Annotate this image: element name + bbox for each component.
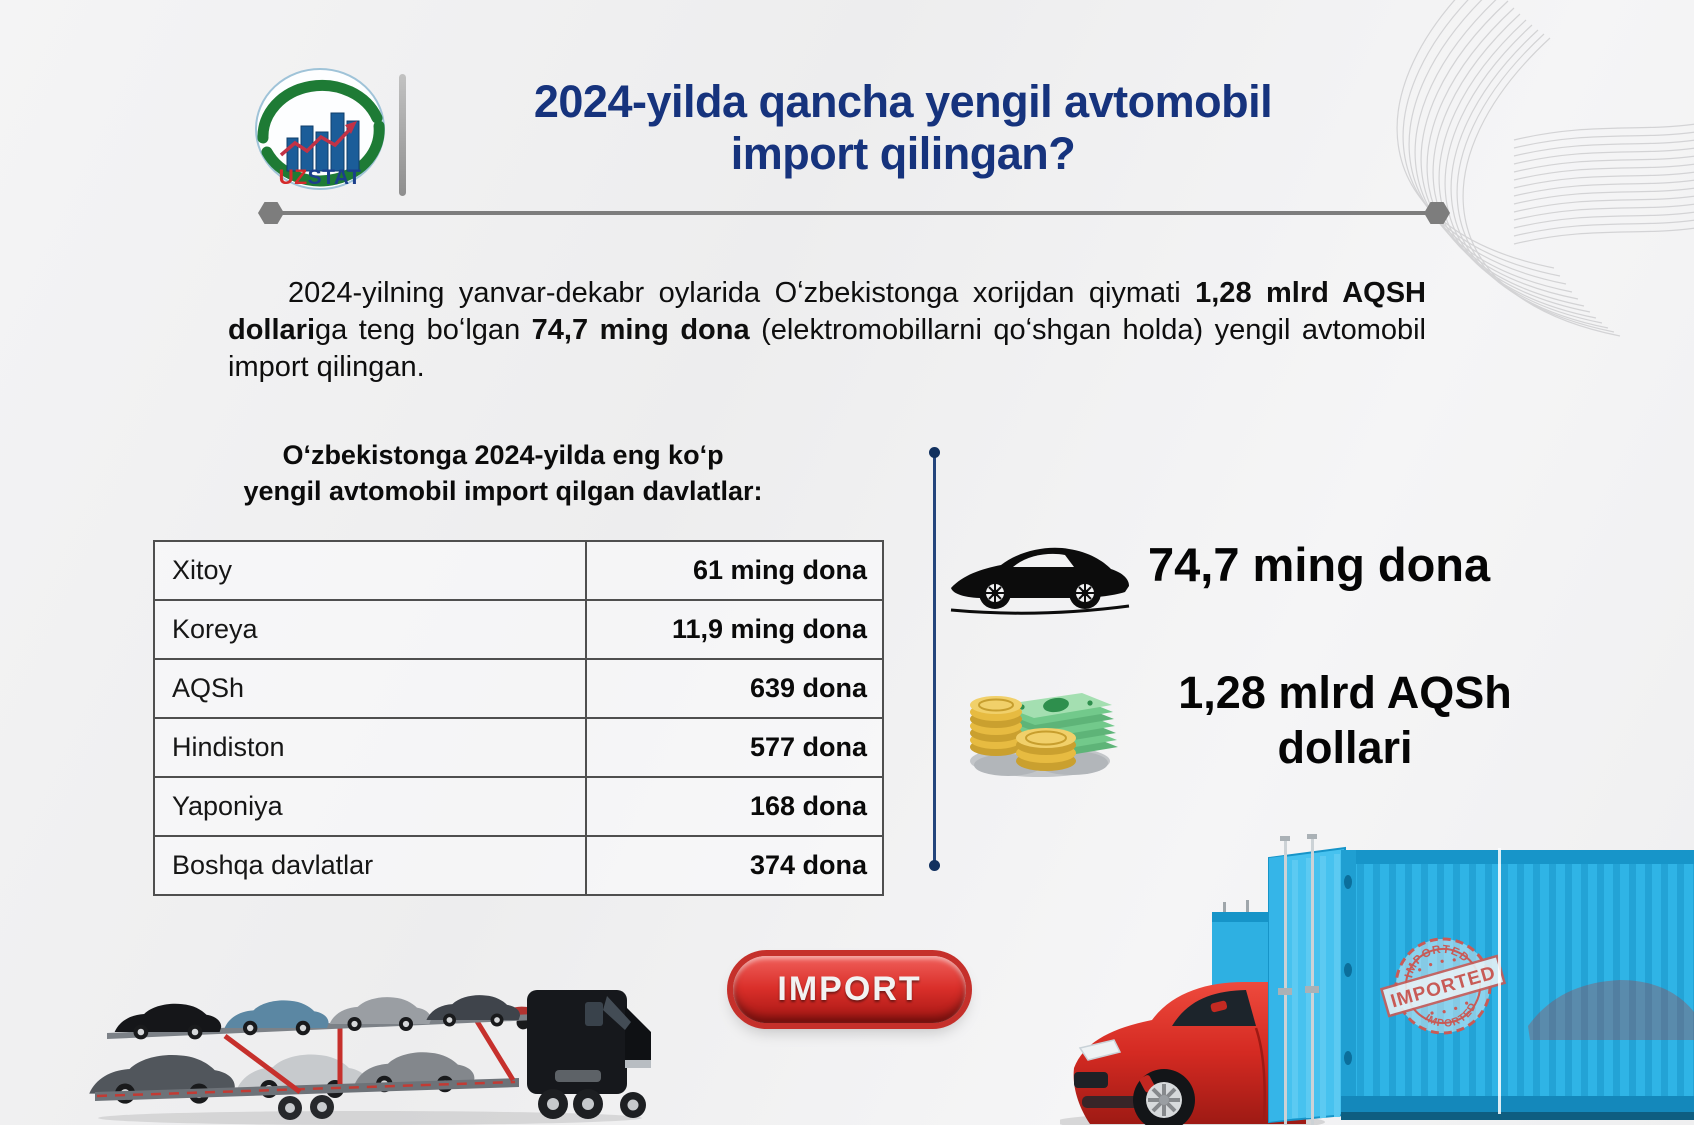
amount-cell: 11,9 ming dona	[671, 614, 867, 644]
table-row: AQSh 639 dona	[155, 660, 882, 719]
red-car-image	[1073, 982, 1306, 1125]
logo-vertical-divider	[399, 74, 406, 196]
amount-cell: 577 dona	[749, 732, 867, 762]
uzstat-logo-icon	[255, 68, 385, 190]
table-row: Xitoy 61 ming dona	[155, 542, 882, 601]
table-title-line1: Oʻzbekistonga 2024-yilda eng koʻp	[282, 440, 724, 470]
imported-stamp: IMPORTED IMPORTED IMPORTED	[1379, 935, 1507, 1037]
page-title: 2024-yilda qancha yengil avtomobil impor…	[428, 76, 1378, 180]
intro-bold-value: 1,28 mlrd AQSH dollari	[228, 277, 1426, 346]
car-icon	[950, 547, 1130, 615]
logo-uz-label: UZ	[278, 166, 308, 189]
intro-paragraph: 2024-yilning yanvar-dekabr oylarida Oʻzb…	[228, 275, 1426, 385]
separator-dot-bottom	[929, 860, 940, 871]
country-cell: Hindiston	[155, 719, 587, 776]
container-import-scene: IMPORTED IMPORTED IMPORTED	[1060, 834, 1694, 1125]
header-divider-line	[270, 211, 1438, 215]
table-title-line2: yengil avtomobil import qilgan davlatlar…	[243, 475, 763, 506]
separator-dot-top	[929, 447, 940, 458]
table-section-title: Oʻzbekistonga 2024-yilda eng koʻp yengil…	[150, 438, 856, 509]
country-cell: Koreya	[155, 601, 587, 658]
page-title-line1: 2024-yilda qancha yengil avtomobil	[533, 76, 1273, 127]
table-row: Koreya 11,9 ming dona	[155, 601, 882, 660]
total-units-value: 74,7 ming dona	[1148, 538, 1491, 591]
amount-cell: 168 dona	[749, 791, 867, 821]
divider-hexagon-left	[258, 202, 284, 224]
import-countries-table: Xitoy 61 ming dona Koreya 11,9 ming dona…	[153, 540, 884, 896]
highlight-separator-line	[933, 452, 936, 866]
amount-cell: 639 dona	[749, 673, 867, 703]
intro-text: 2024-yilning yanvar-dekabr oylarida Oʻzb…	[288, 277, 1196, 309]
container-body	[1341, 850, 1694, 1120]
intro-text: ga teng boʻlgan	[315, 313, 532, 346]
truck-cab	[527, 990, 651, 1119]
amount-cell: 374 dona	[749, 850, 867, 880]
intro-text: (elektromobillarni qoʻshgan holda) yengi…	[228, 313, 1426, 383]
country-cell: Yaponiya	[155, 778, 587, 835]
import-button[interactable]: IMPORT	[733, 956, 966, 1023]
container-open-door	[1268, 834, 1346, 1125]
uzstat-logo: UZSTAT	[244, 66, 396, 204]
page-title-line2: import qilingan?	[730, 128, 1076, 180]
logo-stat-label: STAT	[307, 166, 362, 189]
amount-cell: 61 ming dona	[692, 555, 867, 585]
money-icon	[970, 693, 1118, 777]
import-button-label: IMPORT	[777, 970, 922, 1008]
country-cell: Boshqa davlatlar	[155, 837, 587, 894]
table-row: Boshqa davlatlar 374 dona	[155, 837, 882, 894]
intro-bold-units: 74,7 ming dona	[531, 313, 750, 346]
total-value-text: 1,28 mlrd AQSh dollari	[1178, 667, 1512, 773]
image-seam-line	[1498, 848, 1501, 1114]
country-cell: Xitoy	[155, 542, 587, 599]
divider-hexagon-right	[1424, 202, 1450, 224]
table-row: Yaponiya 168 dona	[155, 778, 882, 837]
country-cell: AQSh	[155, 660, 587, 717]
uzstat-logo-text: UZSTAT	[244, 166, 396, 190]
car-carrier-truck-image	[89, 990, 651, 1125]
table-row: Hindiston 577 dona	[155, 719, 882, 778]
